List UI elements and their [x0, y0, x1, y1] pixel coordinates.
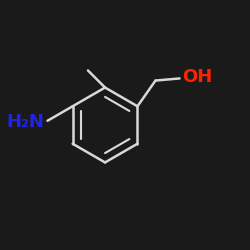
- Text: H₂N: H₂N: [7, 113, 44, 131]
- Text: OH: OH: [182, 68, 213, 86]
